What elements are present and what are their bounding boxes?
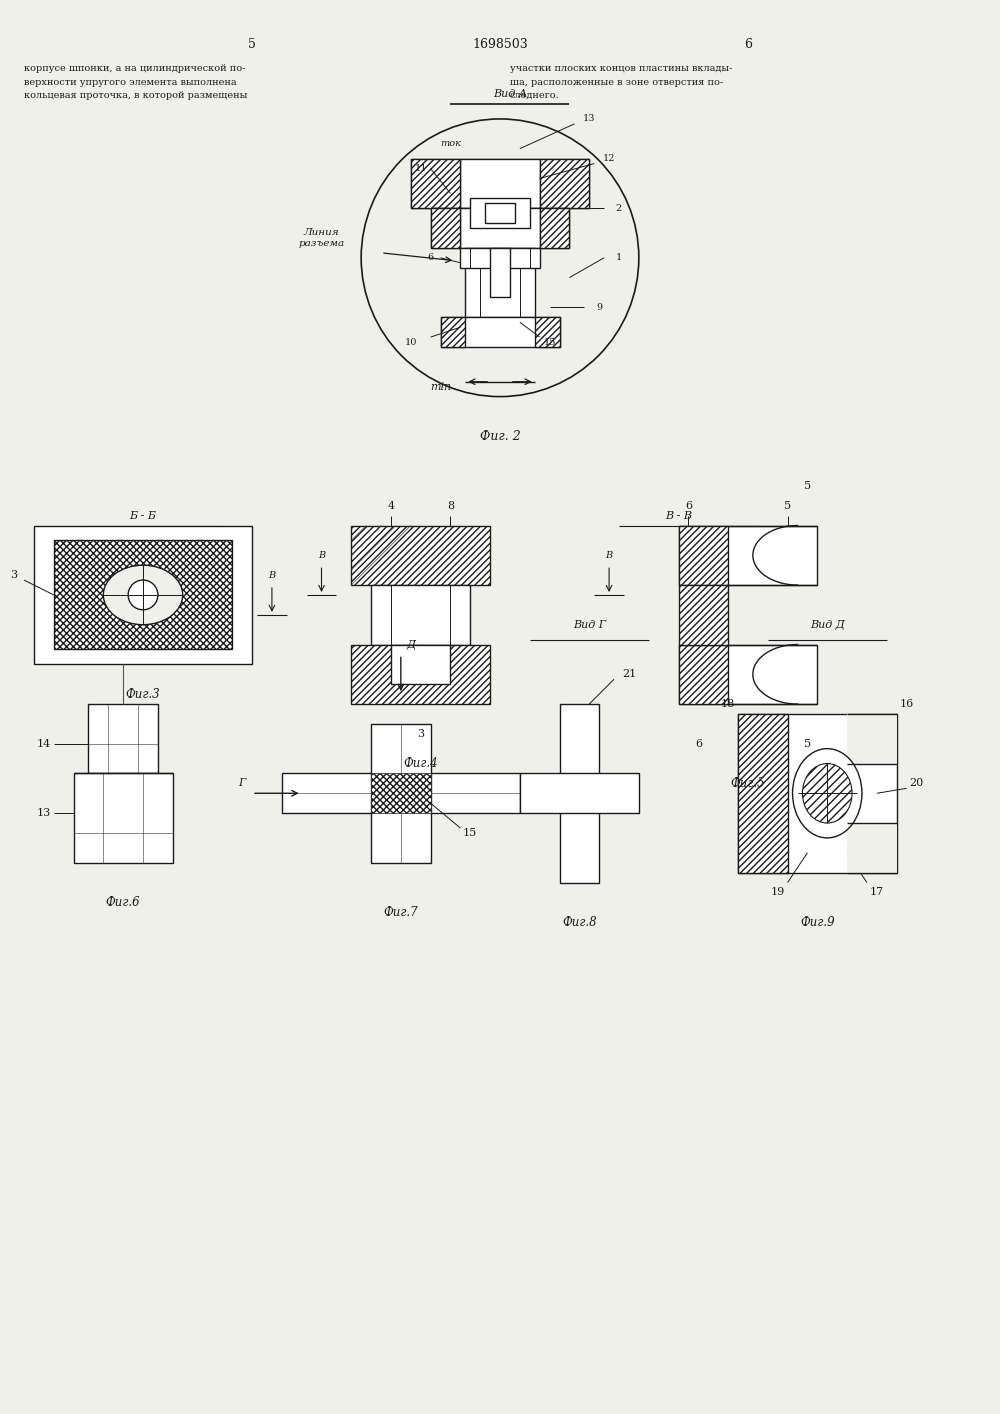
- Text: 5: 5: [804, 738, 811, 748]
- Bar: [411, 158, 589, 208]
- Bar: [460, 247, 540, 267]
- Text: ток: ток: [440, 139, 461, 148]
- Text: 5: 5: [248, 38, 256, 51]
- Text: Фиг.6: Фиг.6: [106, 896, 140, 909]
- Text: Линия
разъема: Линия разъема: [298, 228, 345, 247]
- Text: 11: 11: [414, 164, 427, 173]
- Text: Фиг.8: Фиг.8: [562, 916, 597, 929]
- Text: Вид А: Вид А: [493, 89, 527, 99]
- Bar: [535, 317, 560, 346]
- Bar: [371, 773, 431, 813]
- Text: В - В: В - В: [665, 510, 692, 520]
- Text: В: В: [318, 551, 325, 560]
- Text: Фиг.3: Фиг.3: [126, 687, 160, 700]
- Bar: [34, 526, 252, 665]
- Text: 6: 6: [695, 738, 702, 748]
- Text: Фиг.5: Фиг.5: [731, 776, 765, 790]
- Text: Д: Д: [406, 639, 415, 649]
- Bar: [540, 208, 569, 247]
- Bar: [738, 714, 788, 872]
- Bar: [351, 645, 490, 704]
- Text: 13: 13: [583, 115, 596, 123]
- Bar: [678, 645, 728, 704]
- Circle shape: [128, 580, 158, 609]
- Bar: [540, 158, 589, 208]
- Text: 1: 1: [616, 253, 622, 262]
- Text: 19: 19: [771, 888, 785, 898]
- Text: 9: 9: [596, 303, 602, 312]
- Text: 6: 6: [428, 253, 434, 262]
- Bar: [460, 158, 540, 208]
- Bar: [441, 317, 560, 346]
- Bar: [351, 526, 490, 585]
- Text: 20: 20: [909, 778, 924, 789]
- Text: 13: 13: [37, 809, 51, 819]
- Bar: [490, 247, 510, 297]
- Text: 8: 8: [447, 501, 454, 510]
- Text: участки плоских концов пластины вклады-
ша, расположенные в зоне отверстия по-
с: участки плоских концов пластины вклады- …: [510, 65, 732, 100]
- Text: 1698503: 1698503: [472, 38, 528, 51]
- Text: Фиг.4: Фиг.4: [403, 756, 438, 771]
- Bar: [371, 724, 431, 863]
- Text: 3: 3: [417, 728, 424, 738]
- Text: Вид Д: Вид Д: [810, 619, 845, 629]
- Text: 15: 15: [543, 338, 556, 346]
- Ellipse shape: [793, 748, 862, 839]
- Text: 14: 14: [37, 738, 51, 748]
- Text: 18: 18: [721, 699, 735, 708]
- Ellipse shape: [802, 764, 852, 823]
- Bar: [470, 198, 530, 228]
- Bar: [282, 773, 520, 813]
- Text: Фиг.7: Фиг.7: [384, 906, 418, 919]
- Text: 2: 2: [616, 204, 622, 212]
- Bar: [678, 585, 728, 645]
- Bar: [678, 526, 728, 585]
- Text: 4: 4: [387, 501, 394, 510]
- Text: Б - Б: Б - Б: [130, 510, 156, 520]
- Bar: [431, 208, 569, 247]
- Bar: [431, 208, 460, 247]
- Bar: [371, 585, 470, 645]
- Bar: [738, 714, 897, 872]
- Text: 21: 21: [622, 669, 636, 679]
- Text: Фиг.9: Фиг.9: [800, 916, 835, 929]
- Text: 17: 17: [870, 888, 884, 898]
- Bar: [411, 158, 460, 208]
- Bar: [560, 704, 599, 882]
- Text: 5: 5: [804, 481, 811, 491]
- Bar: [88, 704, 158, 773]
- Text: 5: 5: [784, 501, 791, 510]
- Text: Г: Г: [238, 778, 246, 789]
- Text: В: В: [268, 571, 275, 580]
- Bar: [54, 540, 232, 649]
- Text: 15: 15: [463, 829, 477, 839]
- Bar: [74, 773, 173, 863]
- Text: Фиг. 2: Фиг. 2: [480, 430, 520, 443]
- Bar: [847, 714, 897, 764]
- Text: 3: 3: [11, 570, 18, 580]
- Bar: [485, 204, 515, 223]
- Text: 16: 16: [899, 699, 914, 708]
- Text: 6: 6: [685, 501, 692, 510]
- Bar: [460, 208, 540, 247]
- Text: Вид Г: Вид Г: [573, 619, 606, 629]
- Bar: [520, 773, 639, 813]
- Bar: [391, 645, 450, 684]
- Text: корпусе шпонки, а на цилиндрической по-
верхности упругого элемента выполнена
ко: корпусе шпонки, а на цилиндрической по- …: [24, 65, 247, 100]
- Bar: [847, 823, 897, 872]
- Text: В: В: [606, 551, 613, 560]
- Ellipse shape: [103, 566, 183, 625]
- Text: 12: 12: [603, 154, 615, 163]
- Bar: [441, 317, 465, 346]
- Text: 6: 6: [744, 38, 752, 51]
- Text: 10: 10: [405, 338, 417, 346]
- Bar: [678, 645, 817, 704]
- Bar: [465, 247, 535, 317]
- Text: min: min: [431, 382, 452, 392]
- Bar: [678, 526, 817, 585]
